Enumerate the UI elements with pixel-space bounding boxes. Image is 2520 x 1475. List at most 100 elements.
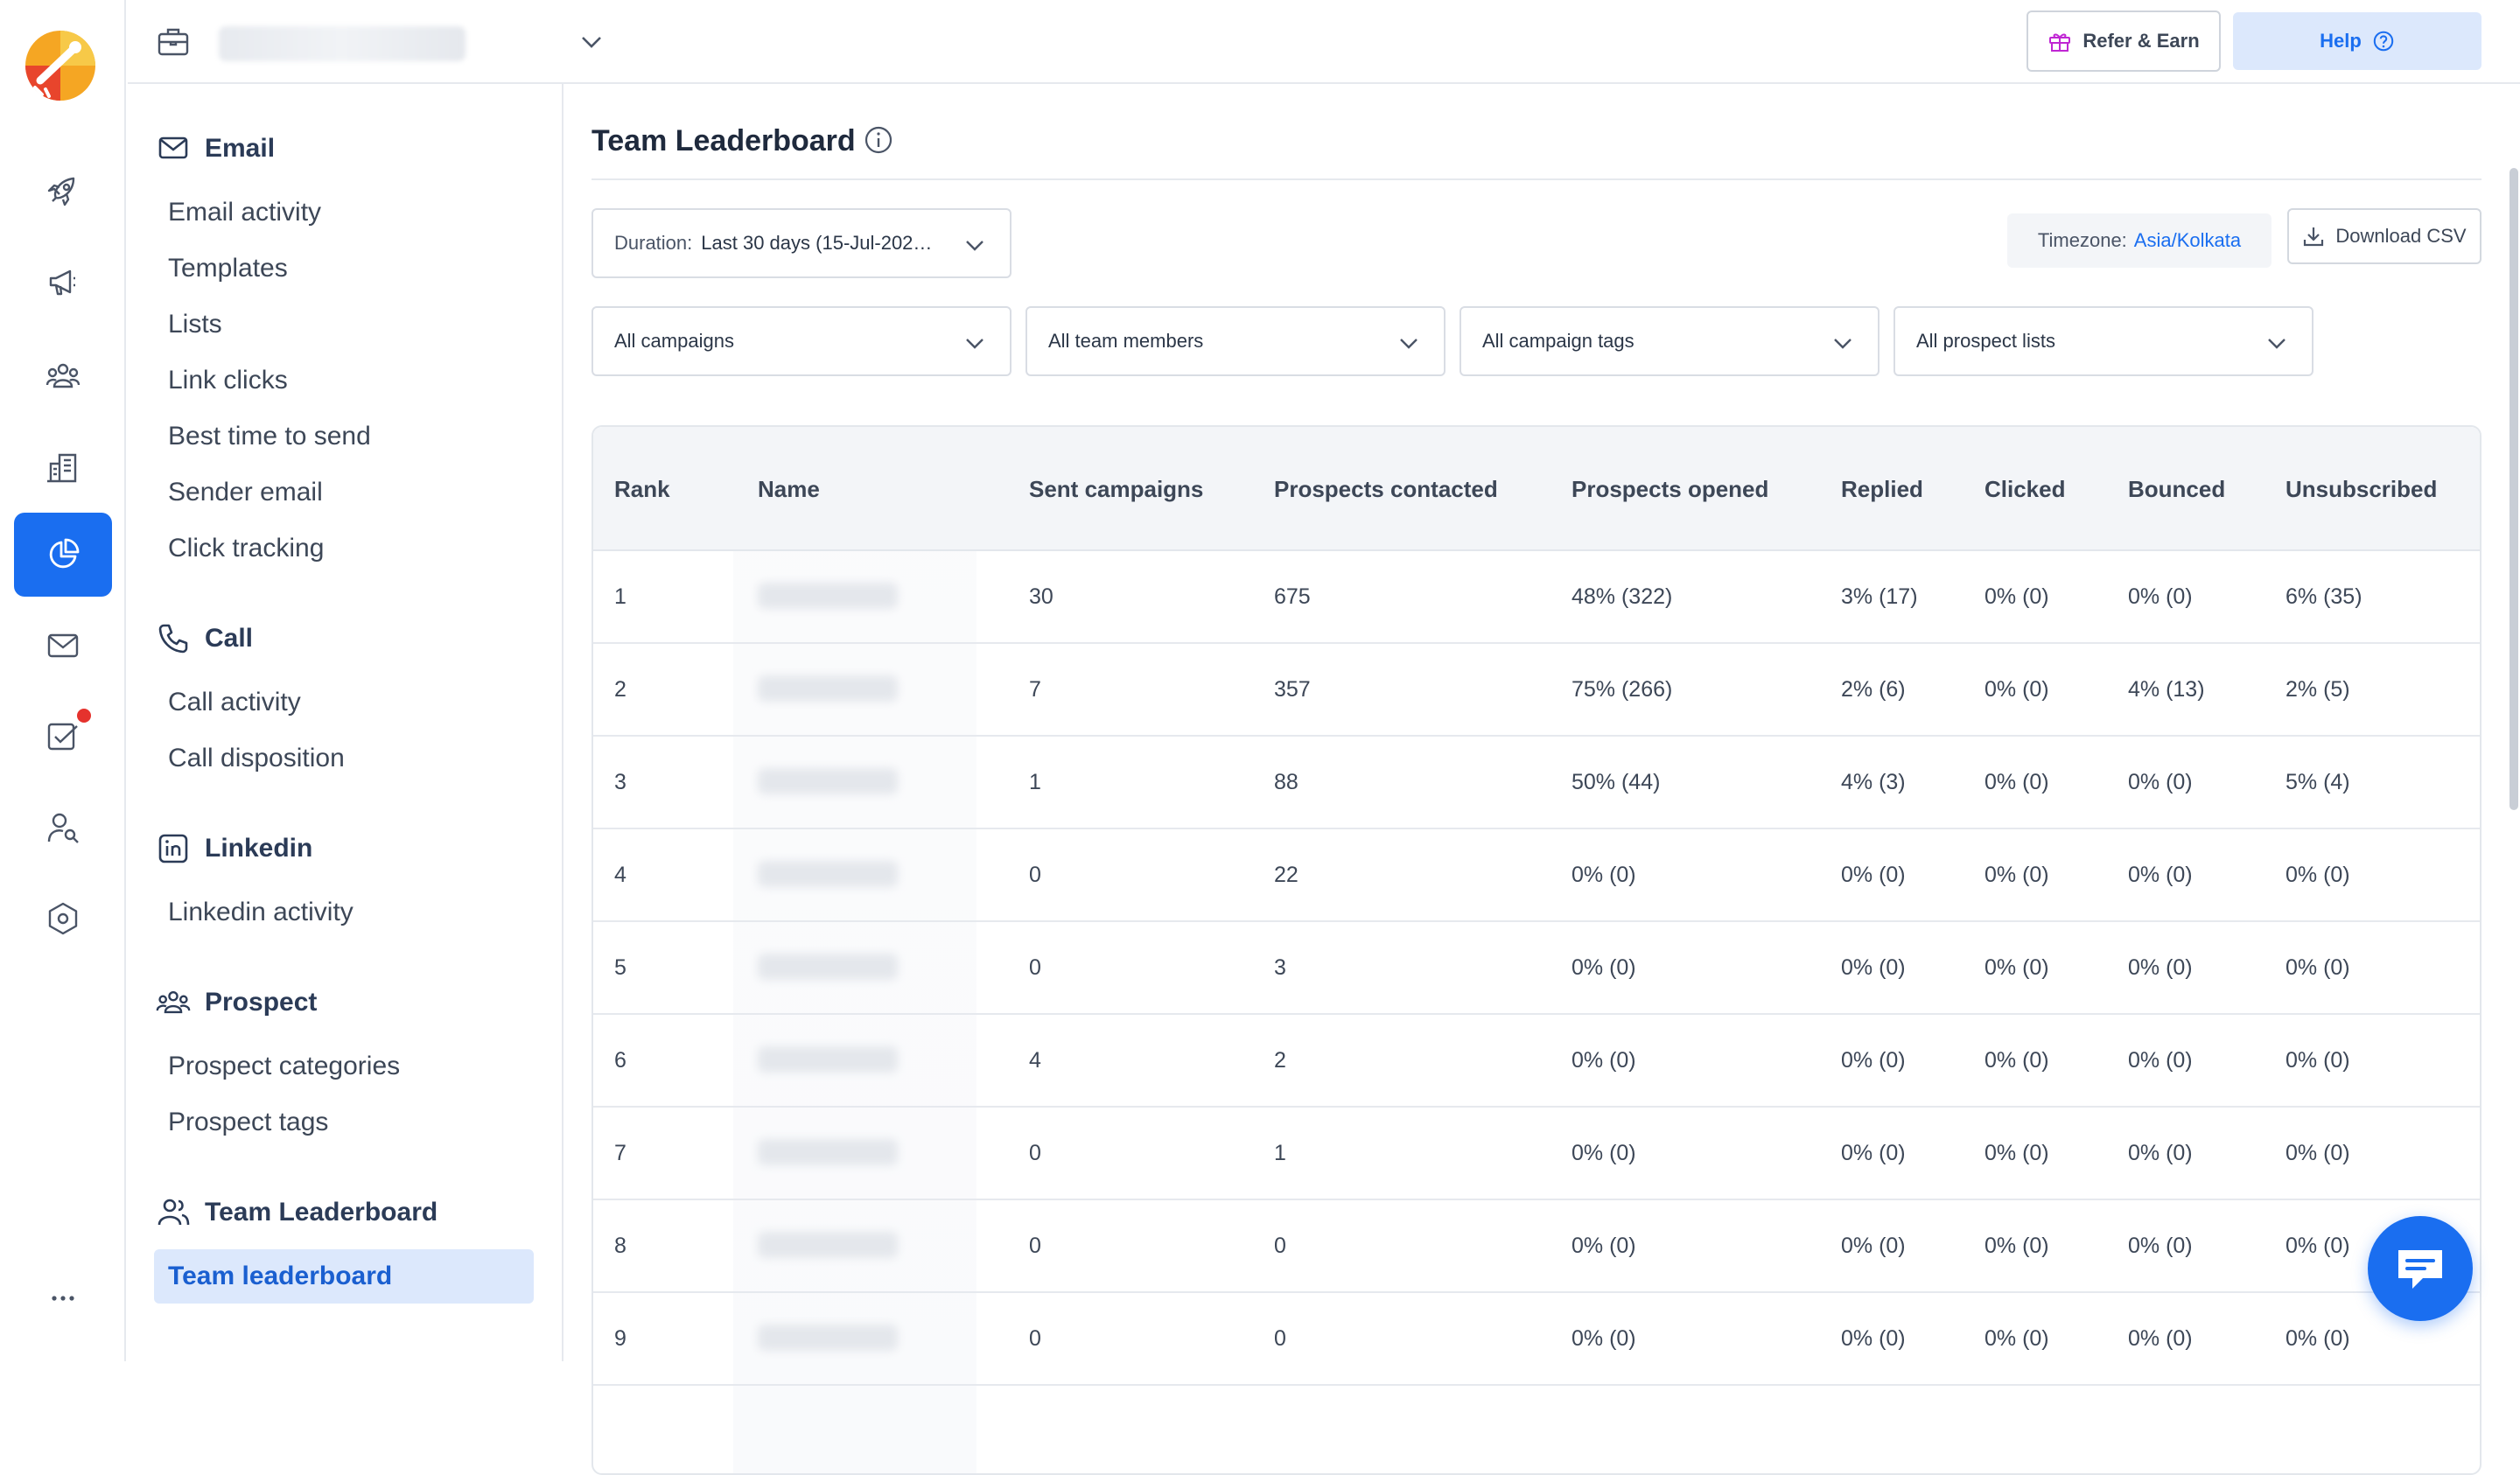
team-members-filter-value: All team members [1048,330,1204,352]
cell-clicked: 0% (0) [1984,955,2049,980]
rail-reports-button[interactable] [14,513,112,597]
workspace-name-redacted[interactable] [219,26,466,61]
section-email: Email [156,131,275,166]
cell-unsubscribed: 0% (0) [2286,955,2350,980]
sidebar-item-call-disposition[interactable]: Call disposition [168,744,345,772]
mail-icon [47,633,79,658]
rail-announcements-button[interactable] [14,240,112,324]
cell-sent-campaigns: 0 [1029,1326,1041,1351]
section-team-leaderboard: Team Leaderboard [156,1195,438,1230]
cell-replied: 0% (0) [1841,1048,1906,1073]
header-replied[interactable]: Replied [1841,476,1923,502]
help-circle-icon [2373,31,2394,52]
rail-campaigns-button[interactable] [14,149,112,233]
cell-prospects-opened: 0% (0) [1572,1141,1636,1165]
briefcase-icon [158,28,189,56]
rocket-icon [47,177,75,206]
chevron-down-icon[interactable] [578,28,606,56]
download-csv-label: Download CSV [2335,225,2467,247]
rail-prospect-search-button[interactable] [14,786,112,870]
chevron-down-icon [1400,339,1418,349]
rail-tasks-button[interactable] [14,695,112,779]
table-row[interactable]: 4 0 22 0% (0) 0% (0) 0% (0) 0% (0) 0% (0) [593,829,2480,922]
cell-prospects-contacted: 2 [1274,1048,1286,1073]
table-row[interactable]: 8 0 0 0% (0) 0% (0) 0% (0) 0% (0) 0% (0) [593,1200,2480,1293]
sidebar-item-call-activity[interactable]: Call activity [168,688,301,717]
sidebar-item-linkedin-activity[interactable]: Linkedin activity [168,898,354,926]
sidebar-item-lists[interactable]: Lists [168,310,222,339]
prospect-lists-filter[interactable]: All prospect lists [1894,306,2314,376]
table-row[interactable]: 9 0 0 0% (0) 0% (0) 0% (0) 0% (0) 0% (0) [593,1293,2480,1386]
notification-badge [77,709,91,723]
sidebar-item-sender-email[interactable]: Sender email [168,478,323,507]
sidebar-item-email-activity[interactable]: Email activity [168,198,322,227]
refer-earn-button[interactable]: Refer & Earn [2026,10,2221,72]
sidebar-item-team-leaderboard[interactable]: Team leaderboard [154,1249,534,1304]
download-csv-button[interactable]: Download CSV [2287,208,2482,264]
table-row[interactable]: 3 1 88 50% (44) 4% (3) 0% (0) 0% (0) 5% (4) [593,737,2480,829]
main-content: Team Leaderboard Duration: Last 30 days … [565,84,2520,1475]
cell-prospects-opened: 0% (0) [1572,955,1636,980]
chat-button[interactable] [2368,1216,2473,1321]
cell-unsubscribed: 0% (0) [2286,1326,2350,1351]
header-name[interactable]: Name [758,476,820,502]
page-scrollbar[interactable] [2510,168,2518,810]
help-button[interactable]: Help [2233,12,2482,70]
prospect-search-icon [47,813,79,843]
table-row[interactable]: 1 30 675 48% (322) 3% (17) 0% (0) 0% (0) 6% (35… [593,551,2480,644]
rail-prospects-button[interactable] [14,334,112,418]
phone-icon [158,624,188,654]
sidebar-item-prospect-tags[interactable]: Prospect tags [168,1108,329,1136]
sidebar-item-click-tracking[interactable]: Click tracking [168,534,325,563]
timezone-link[interactable]: Asia/Kolkata [2133,229,2242,251]
sidebar-item-link-clicks[interactable]: Link clicks [168,366,288,395]
header-sent-campaigns[interactable]: Sent campaigns [1029,476,1204,502]
rail-inbox-button[interactable] [14,604,112,688]
cell-prospects-opened: 0% (0) [1572,1048,1636,1073]
header-bounced[interactable]: Bounced [2128,476,2226,502]
campaigns-filter[interactable]: All campaigns [592,306,1012,376]
help-label: Help [2320,30,2362,52]
more-icon [52,1296,74,1301]
cell-name-redacted [758,1046,898,1073]
cell-name-redacted [758,954,898,980]
refer-earn-label: Refer & Earn [2082,30,2200,52]
table-row[interactable]: 5 0 3 0% (0) 0% (0) 0% (0) 0% (0) 0% (0) [593,922,2480,1015]
rail-more-button[interactable] [14,1256,112,1340]
team-members-filter[interactable]: All team members [1026,306,1446,376]
sidebar-item-best-time[interactable]: Best time to send [168,422,371,451]
header-unsubscribed[interactable]: Unsubscribed [2286,476,2438,502]
megaphone-icon [49,269,75,296]
table-row[interactable]: 6 4 2 0% (0) 0% (0) 0% (0) 0% (0) 0% (0) [593,1015,2480,1108]
page-title: Team Leaderboard [592,124,856,157]
people-icon [46,363,80,388]
duration-dropdown[interactable]: Duration: Last 30 days (15-Jul-202… [592,208,1012,278]
cell-name-redacted [758,1232,898,1258]
rail-settings-button[interactable] [14,877,112,961]
team-icon [158,1199,190,1226]
duration-label: Duration: [614,232,693,254]
rail-accounts-button[interactable] [14,425,112,509]
header-prospects-contacted[interactable]: Prospects contacted [1274,476,1498,502]
section-prospect-title: Prospect [205,988,318,1017]
cell-bounced: 0% (0) [2128,770,2193,794]
table-row[interactable]: 2 7 357 75% (266) 2% (6) 0% (0) 4% (13) 2% (5) [593,644,2480,737]
header-prospects-opened[interactable]: Prospects opened [1572,476,1769,502]
info-icon[interactable] [863,124,894,156]
sidebar-item-prospect-categories[interactable]: Prospect categories [168,1052,401,1080]
sidebar-item-templates[interactable]: Templates [168,254,288,283]
cell-rank: 7 [614,1141,626,1165]
header-clicked[interactable]: Clicked [1984,476,2066,502]
cell-prospects-contacted: 88 [1274,770,1298,794]
cell-rank: 2 [614,677,626,702]
header-rank[interactable]: Rank [614,476,670,502]
cell-clicked: 0% (0) [1984,863,2049,887]
app-logo[interactable] [23,28,98,103]
cell-sent-campaigns: 0 [1029,1141,1041,1165]
cell-replied: 0% (0) [1841,1141,1906,1165]
cell-rank: 4 [614,863,626,887]
table-row[interactable]: 7 0 1 0% (0) 0% (0) 0% (0) 0% (0) 0% (0) [593,1108,2480,1200]
cell-prospects-contacted: 357 [1274,677,1311,702]
cell-prospects-opened: 50% (44) [1572,770,1661,794]
campaign-tags-filter[interactable]: All campaign tags [1460,306,1880,376]
